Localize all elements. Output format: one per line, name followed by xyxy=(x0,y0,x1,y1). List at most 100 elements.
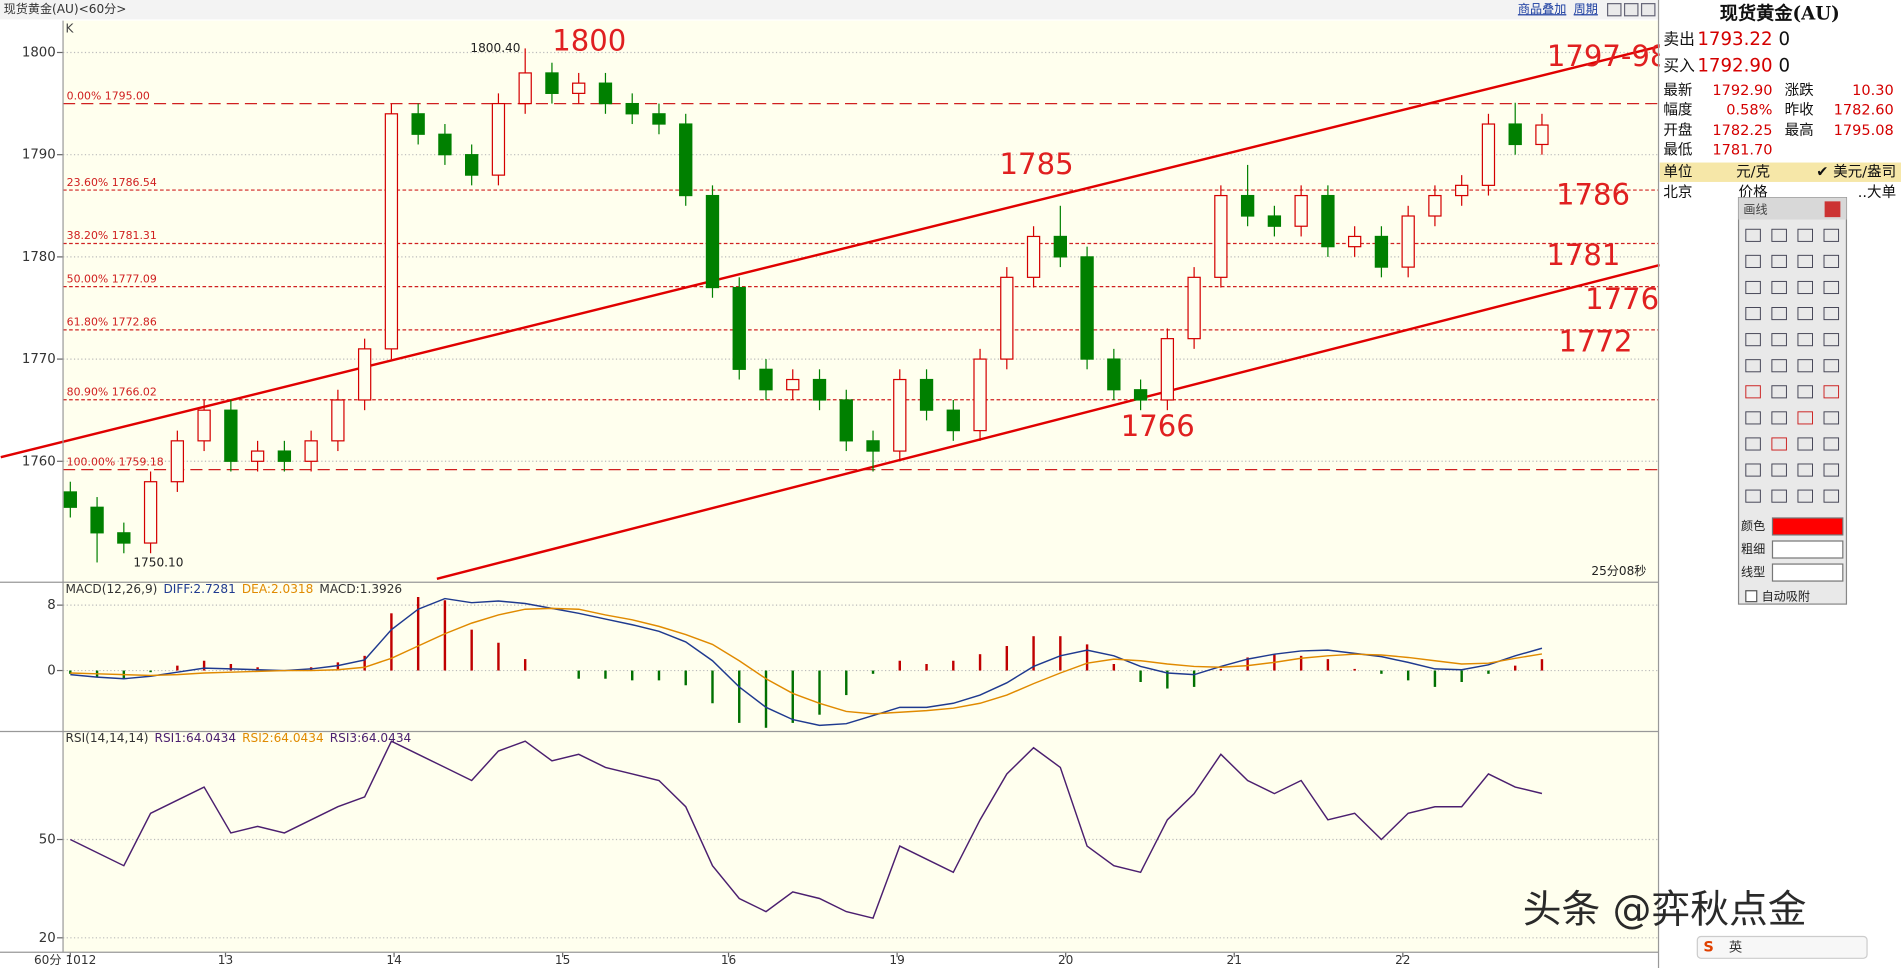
tool-icon[interactable] xyxy=(1823,411,1840,425)
chart-area xyxy=(63,20,1659,953)
quote-label: 幅度 xyxy=(1663,101,1692,118)
tool-icon[interactable] xyxy=(1823,228,1840,242)
tool-icon[interactable] xyxy=(1797,280,1813,295)
tool-icon[interactable] xyxy=(1823,307,1840,321)
tool-icon[interactable] xyxy=(1771,437,1787,451)
tool-icon[interactable] xyxy=(1745,463,1761,477)
tool-icon[interactable] xyxy=(1797,307,1813,321)
tool-icon[interactable] xyxy=(1745,280,1761,295)
tool-icon[interactable] xyxy=(1797,411,1813,425)
tool-icon[interactable] xyxy=(1745,359,1761,373)
annotation: 1797-98 xyxy=(1547,39,1669,73)
candle-body xyxy=(1107,358,1121,391)
charts: 1760 1770 1780 1790 1800 0 8 20 50 K 0.00% 1795.00… xyxy=(0,22,1669,967)
tool-icon[interactable] xyxy=(1771,411,1787,425)
annotation: 1800 xyxy=(552,23,626,57)
y-tick-label: 1770 xyxy=(22,352,56,367)
legend-item: RSI3:64.0434 xyxy=(330,731,412,745)
x-tick-label: 22 xyxy=(1395,953,1410,967)
tool-icon[interactable] xyxy=(1797,359,1813,373)
quote-value: 1781.70 xyxy=(1712,141,1772,158)
fib-label: 61.80% 1772.86 xyxy=(67,316,157,329)
panel-bg xyxy=(1737,197,1848,605)
tool-icon[interactable] xyxy=(1745,333,1761,347)
tool-icon[interactable] xyxy=(1823,463,1840,477)
field-label: 粗细 xyxy=(1741,542,1765,556)
quote-volume: 0 xyxy=(1779,56,1791,77)
tool-icon[interactable] xyxy=(1797,489,1813,503)
candle-body xyxy=(170,440,185,483)
fib-label: 100.00% 1759.18 xyxy=(67,455,164,468)
tool-icon[interactable] xyxy=(1823,437,1840,451)
tool-icon[interactable] xyxy=(1823,254,1840,268)
tool-icon[interactable] xyxy=(1745,411,1761,425)
panel-title: 画线 xyxy=(1743,202,1767,216)
x-tick-label: 21 xyxy=(1227,953,1242,967)
ime-logo: S xyxy=(1703,938,1713,955)
y-tick-label: 0 xyxy=(47,664,55,679)
tool-icon[interactable] xyxy=(1771,333,1787,347)
tool-icon[interactable] xyxy=(1745,307,1761,321)
tool-icon[interactable] xyxy=(1797,385,1813,399)
candle-body xyxy=(491,102,506,176)
field-control[interactable] xyxy=(1771,540,1844,559)
field-control[interactable] xyxy=(1771,563,1844,582)
title-bar xyxy=(0,0,1659,20)
fib-label: 80.90% 1766.02 xyxy=(67,385,157,398)
annotation: 1766 xyxy=(1121,409,1195,443)
candle-body xyxy=(331,399,345,442)
tool-icon[interactable] xyxy=(1745,437,1761,451)
tool-icon[interactable] xyxy=(1745,489,1761,503)
annotation: 1781 xyxy=(1546,238,1620,272)
candle-body xyxy=(786,378,800,391)
tool-icon[interactable] xyxy=(1797,228,1813,242)
tool-icon[interactable] xyxy=(1745,385,1761,399)
tool-icon[interactable] xyxy=(1771,359,1787,373)
tool-icon[interactable] xyxy=(1797,463,1813,477)
ime-mode[interactable]: 英 xyxy=(1729,938,1742,955)
period-button[interactable]: 周期 xyxy=(1574,2,1598,16)
tool-icon[interactable] xyxy=(1745,228,1761,242)
button[interactable] xyxy=(1606,3,1622,17)
tool-icon[interactable] xyxy=(1797,333,1813,347)
tool-icon[interactable] xyxy=(1745,254,1761,268)
tool-icon[interactable] xyxy=(1823,359,1840,373)
y-tick-label: 8 xyxy=(47,598,55,613)
tool-icon[interactable] xyxy=(1823,489,1840,503)
candle-body xyxy=(411,113,425,135)
quote-label: 最新 xyxy=(1663,82,1692,99)
quote-option: 价格 xyxy=(1739,184,1769,201)
quote-label: 北京 xyxy=(1663,184,1692,201)
candle-body xyxy=(625,102,639,115)
button[interactable] xyxy=(1623,3,1639,17)
candle-body xyxy=(90,506,104,534)
checkbox[interactable] xyxy=(1745,590,1758,603)
tool-icon[interactable] xyxy=(1771,254,1787,268)
legend-item: RSI1:64.0434 xyxy=(155,731,237,745)
quote-label: 最低 xyxy=(1663,141,1693,158)
window-title: 现货黄金(AU)<60分> xyxy=(4,1,127,16)
tool-icon[interactable] xyxy=(1771,489,1787,503)
x-tick-label: 1012 xyxy=(65,953,96,967)
candle-body xyxy=(1133,389,1148,401)
tool-icon[interactable] xyxy=(1771,385,1787,399)
candle-body xyxy=(1294,194,1308,227)
close-button[interactable] xyxy=(1824,201,1841,218)
tool-icon[interactable] xyxy=(1771,228,1787,242)
tool-icon[interactable] xyxy=(1771,463,1787,477)
tool-icon[interactable] xyxy=(1771,307,1787,321)
legend-item: DIFF:2.7281 xyxy=(163,582,235,596)
tool-icon[interactable] xyxy=(1823,280,1840,295)
tool-icon[interactable] xyxy=(1797,254,1813,268)
tool-icon[interactable] xyxy=(1797,437,1813,451)
field-control[interactable] xyxy=(1771,517,1844,536)
tool-icon[interactable] xyxy=(1771,280,1787,295)
candle-body xyxy=(277,450,292,462)
overlay-button[interactable]: 商品叠加 xyxy=(1518,1,1566,16)
candle-body xyxy=(1267,215,1282,227)
button[interactable] xyxy=(1640,3,1656,17)
tool-icon[interactable] xyxy=(1823,385,1840,399)
candle-body xyxy=(250,450,265,462)
tool-icon[interactable] xyxy=(1823,333,1840,347)
